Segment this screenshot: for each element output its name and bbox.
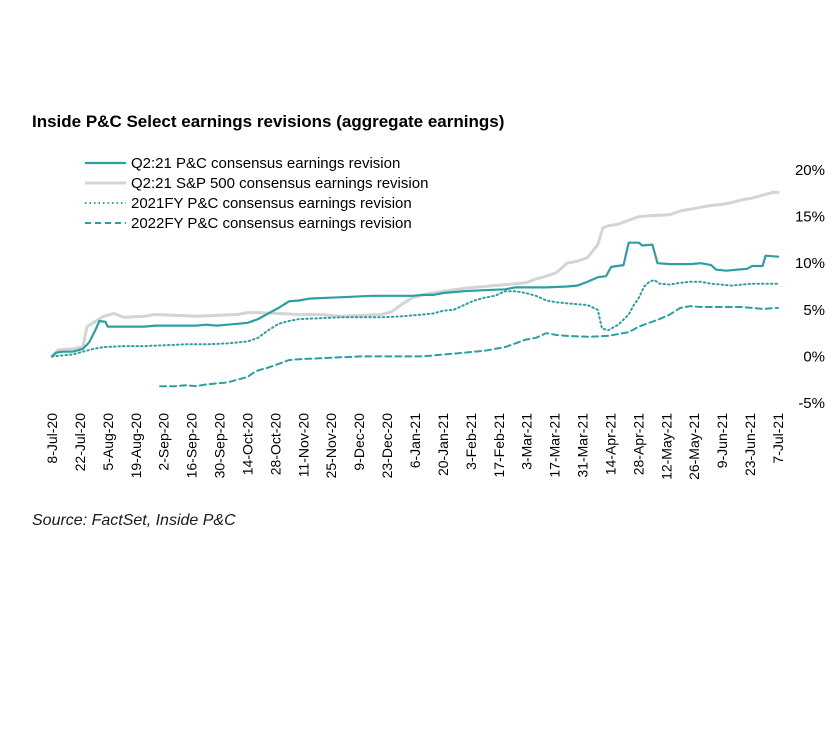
y-tick-label: 10% [795,255,825,272]
x-tick-label: 12-May-21 [658,413,674,480]
x-tick-label: 23-Dec-20 [379,413,395,479]
x-tick-label: 31-Mar-21 [575,413,591,478]
series-line-4 [159,305,779,388]
series-line-2 [50,190,780,358]
x-tick-label: 14-Oct-20 [239,413,255,475]
legend-label-3: 2021FY P&C consensus earnings revision [131,195,412,212]
x-tick-label: 26-May-21 [686,413,702,480]
x-tick-label: 17-Feb-21 [491,413,507,478]
x-tick-label: 7-Jul-21 [770,413,786,464]
legend: Q2:21 P&C consensus earnings revision Q2:… [85,155,428,232]
x-tick-label: 3-Feb-21 [463,413,479,470]
series-line-1 [50,241,780,358]
x-tick-label: 17-Mar-21 [547,413,563,478]
x-axis: 8-Jul-20 22-Jul-20 5-Aug-20 19-Aug-20 2-Sep-… [44,413,786,480]
legend-label-4: 2022FY P&C consensus earnings revision [131,215,412,232]
x-tick-label: 11-Nov-20 [295,413,311,478]
chart: Q2:21 P&C consensus earnings revision Q2:… [44,155,825,480]
y-tick-label: 5% [803,302,825,319]
source-note: Source: FactSet, Inside P&C [32,512,236,529]
legend-label-2: Q2:21 S&P 500 consensus earnings revisio… [131,175,428,192]
series-line-3 [51,279,779,358]
x-tick-label: 28-Oct-20 [267,413,283,475]
x-tick-label: 14-Apr-21 [602,413,618,475]
y-tick-label: 0% [803,348,825,365]
y-tick-label: 20% [795,162,825,179]
x-tick-label: 6-Jan-21 [407,413,423,468]
x-tick-label: 8-Jul-20 [44,413,60,464]
y-axis: -5% 0% 5% 10% 15% 20% [795,162,825,412]
x-tick-label: 19-Aug-20 [128,413,144,479]
x-tick-label: 20-Jan-21 [435,413,451,476]
y-tick-label: 15% [795,209,825,226]
x-tick-label: 5-Aug-20 [100,413,116,471]
chart-title: Inside P&C Select earnings revisions (ag… [32,112,505,131]
series-lines [50,190,780,388]
x-tick-label: 28-Apr-21 [630,413,646,475]
x-tick-label: 9-Dec-20 [351,413,367,471]
x-tick-label: 16-Sep-20 [184,413,200,479]
x-tick-label: 25-Nov-20 [323,413,339,479]
y-tick-label: -5% [798,395,825,412]
x-tick-label: 22-Jul-20 [72,413,88,472]
legend-label-1: Q2:21 P&C consensus earnings revision [131,155,400,172]
x-tick-label: 2-Sep-20 [156,413,172,471]
x-tick-label: 9-Jun-21 [714,413,730,468]
x-tick-label: 3-Mar-21 [519,413,535,470]
x-tick-label: 23-Jun-21 [742,413,758,476]
x-tick-label: 30-Sep-20 [212,413,228,479]
